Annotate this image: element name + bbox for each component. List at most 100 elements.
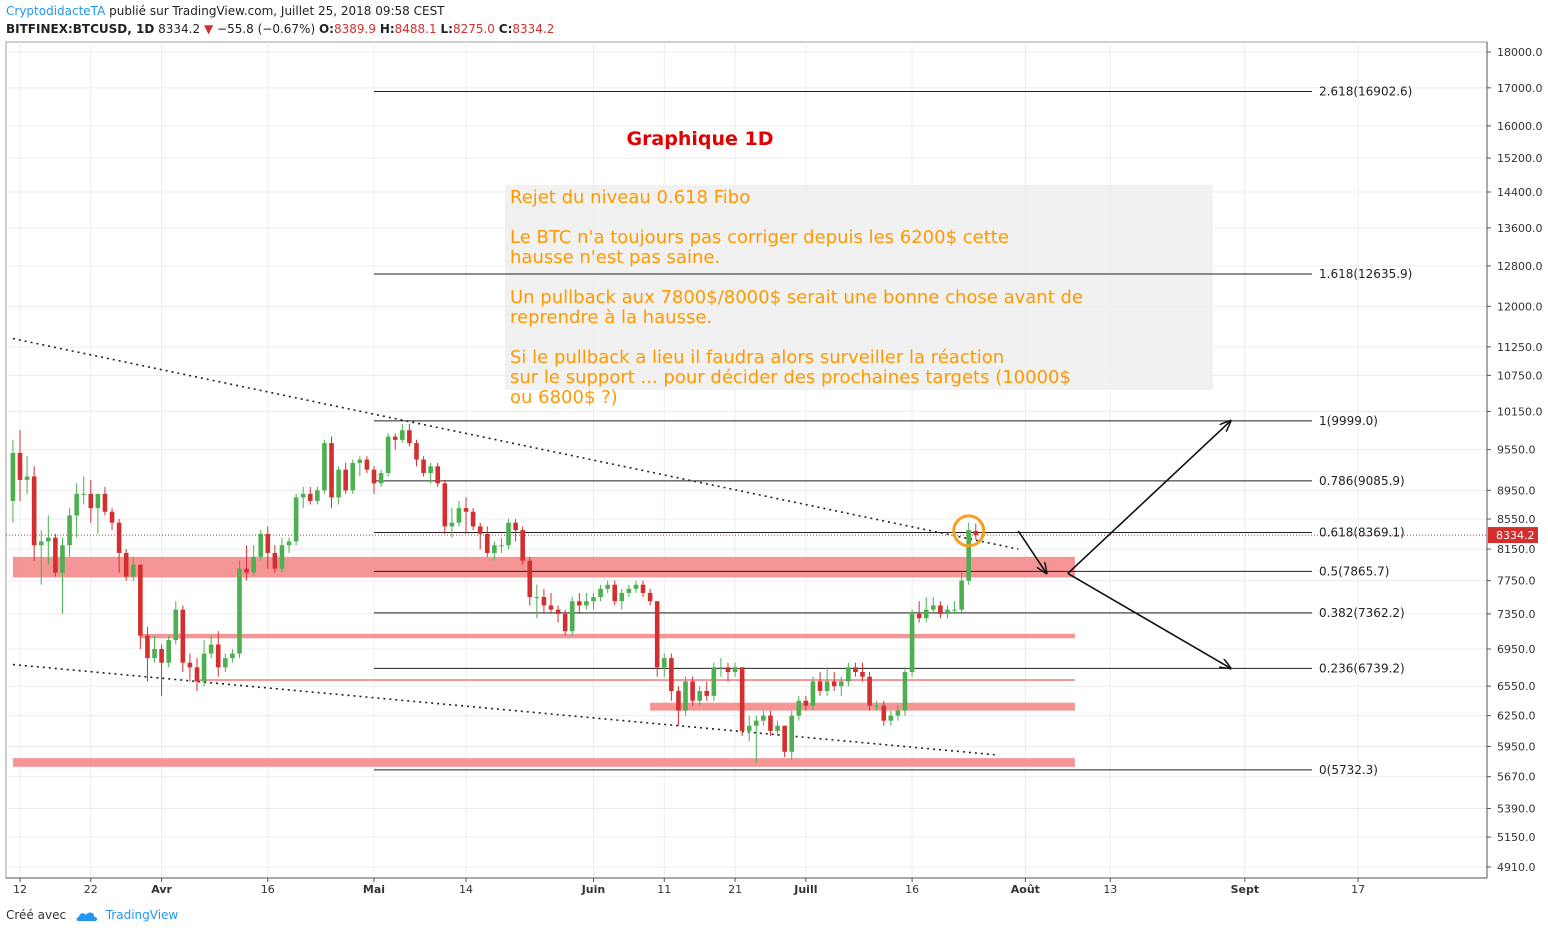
candle [959, 572, 964, 614]
candle [329, 436, 334, 509]
candle [824, 667, 830, 696]
candle [952, 601, 957, 614]
candle [796, 695, 802, 721]
candle-body [336, 469, 341, 498]
candle-body [279, 545, 285, 569]
candle [895, 705, 901, 721]
candle-body [591, 597, 596, 602]
candle-body [166, 640, 171, 663]
y-tick-label: 18000.0 [1497, 46, 1543, 59]
candle [24, 456, 30, 494]
fib-level-label: 0.382(7362.2) [1319, 606, 1405, 620]
candle [10, 439, 16, 523]
candle [718, 658, 724, 677]
candle [315, 486, 320, 505]
candle-body [612, 584, 618, 602]
x-tick-label: 21 [728, 883, 742, 896]
candle [676, 686, 681, 726]
x-tick-label: Mai [363, 883, 385, 896]
candle [322, 439, 327, 494]
candle-body [244, 568, 249, 573]
candle-body [541, 597, 547, 606]
candle [506, 519, 511, 550]
fib-level-label: 1.618(12635.9) [1319, 267, 1412, 281]
candle-body [145, 635, 150, 659]
candle-body [527, 560, 533, 598]
candle [690, 676, 695, 706]
open-label: O: [318, 22, 334, 36]
close-label: C: [498, 22, 513, 36]
candle [223, 653, 228, 672]
candle [258, 530, 264, 561]
x-tick-label: 16 [261, 883, 275, 896]
ohlc-line: BITFINEX:BTCUSD, 1D 8334.2 ▼ −55.8 (−0.6… [6, 22, 554, 36]
candle-body [300, 493, 306, 498]
candle-body [102, 493, 108, 512]
candle [60, 537, 65, 614]
candle-body [739, 667, 745, 731]
candle [31, 466, 37, 561]
candle-body [357, 459, 363, 463]
candle [923, 597, 929, 623]
candle-body [931, 605, 936, 610]
candle-body [428, 466, 433, 474]
low-label: L: [440, 22, 453, 36]
candle-body [711, 667, 717, 696]
candle [612, 580, 618, 606]
x-tick-label: 11 [657, 883, 671, 896]
candle-body [392, 436, 398, 440]
candle [831, 671, 837, 692]
candle [867, 671, 872, 711]
high-value: 8488.1 [394, 22, 437, 36]
candle-body [725, 667, 731, 672]
candle-body [31, 476, 37, 546]
chart-title: Graphique 1D [626, 128, 773, 150]
candle [803, 695, 809, 711]
y-tick-label: 5670.0 [1497, 771, 1536, 784]
candle-body [81, 493, 87, 495]
x-tick-label: 13 [1103, 883, 1117, 896]
candle [463, 497, 469, 534]
candle-body [902, 671, 908, 711]
candle [761, 710, 766, 726]
candle-body [421, 459, 426, 474]
candle-body [315, 490, 320, 501]
tradingview-link[interactable]: TradingView [105, 908, 179, 922]
candle-body [67, 515, 72, 546]
candle [166, 635, 171, 668]
candle [492, 541, 497, 561]
candle [916, 601, 922, 623]
candle [102, 486, 108, 516]
y-tick-label: 5390.0 [1497, 802, 1536, 815]
close-value: 8334.2 [512, 22, 555, 36]
candle [513, 519, 518, 542]
candle-body [732, 667, 738, 672]
candle [973, 523, 979, 540]
candle [527, 556, 533, 606]
candle [400, 423, 405, 444]
x-tick-label: Août [1011, 883, 1040, 896]
candle [244, 545, 249, 581]
candle-body [477, 526, 483, 534]
candle-body [265, 533, 271, 553]
candle-body [881, 705, 887, 721]
candle-body [569, 601, 575, 632]
candle [307, 486, 313, 505]
y-tick-label: 4910.0 [1497, 861, 1536, 874]
candle-body [661, 658, 667, 668]
author-link[interactable]: CryptodidacteTA [6, 4, 106, 18]
candle [874, 700, 879, 711]
candle [782, 725, 787, 758]
candle [364, 456, 370, 474]
candle [569, 597, 575, 636]
candle-body [350, 462, 356, 491]
candle-body [888, 715, 894, 721]
candle-body [923, 609, 929, 619]
x-tick-label: Juill [793, 883, 817, 896]
tradingview-cloud-icon [76, 912, 98, 921]
fib-level-label: 0.236(6739.2) [1319, 661, 1405, 675]
x-tick-label: Sept [1231, 883, 1260, 896]
y-tick-label: 6250.0 [1497, 710, 1536, 723]
current-price-tag [1488, 527, 1538, 544]
